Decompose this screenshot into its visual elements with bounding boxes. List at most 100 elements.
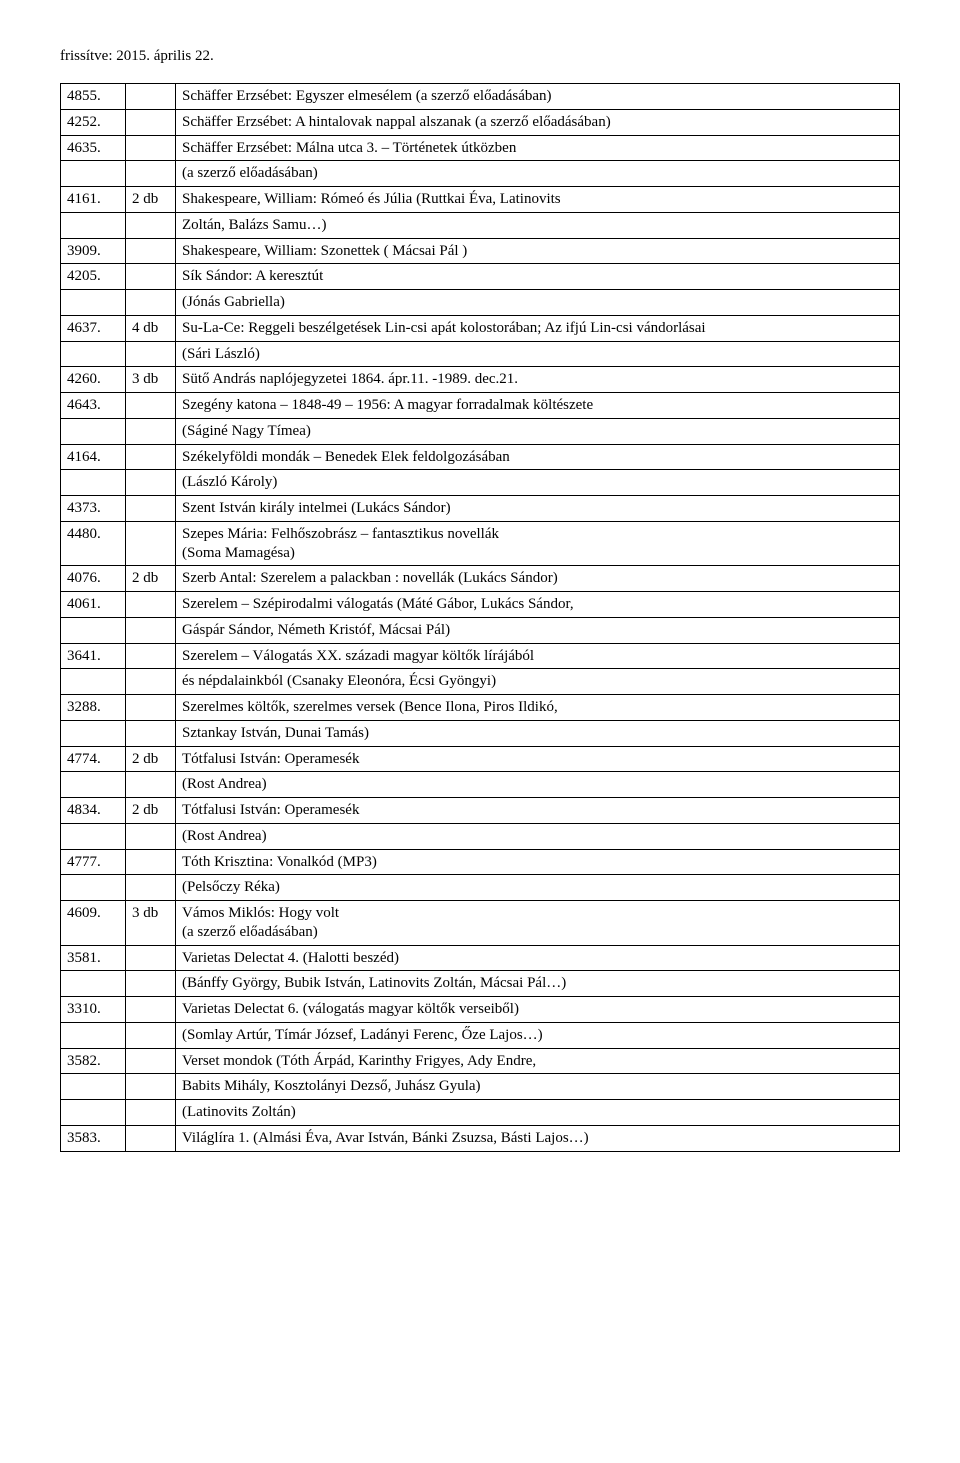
table-row: (a szerző előadásában) <box>61 161 900 187</box>
title-cell: Tótfalusi István: Operamesék <box>176 746 900 772</box>
qty-cell <box>126 1100 176 1126</box>
title-cell: Schäffer Erzsébet: Málna utca 3. – Törté… <box>176 135 900 161</box>
title-cell: Szerb Antal: Szerelem a palackban : nove… <box>176 566 900 592</box>
table-row: 3909.Shakespeare, William: Szonettek ( M… <box>61 238 900 264</box>
table-row: (Latinovits Zoltán) <box>61 1100 900 1126</box>
qty-cell <box>126 521 176 566</box>
qty-cell: 2 db <box>126 798 176 824</box>
title-cell: Tótfalusi István: Operamesék <box>176 798 900 824</box>
table-row: Gáspár Sándor, Németh Kristóf, Mácsai Pá… <box>61 617 900 643</box>
id-cell: 3581. <box>61 945 126 971</box>
id-cell <box>61 418 126 444</box>
title-cell: Schäffer Erzsébet: Egyszer elmesélem (a … <box>176 84 900 110</box>
title-cell: Sík Sándor: A keresztút <box>176 264 900 290</box>
qty-cell <box>126 823 176 849</box>
id-cell: 4834. <box>61 798 126 824</box>
table-row: 3288.Szerelmes költők, szerelmes versek … <box>61 695 900 721</box>
table-row: 4643. Szegény katona – 1848-49 – 1956: A … <box>61 393 900 419</box>
qty-cell: 2 db <box>126 566 176 592</box>
title-cell: (Latinovits Zoltán) <box>176 1100 900 1126</box>
title-cell: (Pelsőczy Réka) <box>176 875 900 901</box>
qty-cell <box>126 643 176 669</box>
qty-cell <box>126 393 176 419</box>
qty-cell <box>126 720 176 746</box>
table-row: (László Károly) <box>61 470 900 496</box>
qty-cell <box>126 772 176 798</box>
title-cell: Varietas Delectat 6. (válogatás magyar k… <box>176 997 900 1023</box>
title-cell: Világlíra 1. (Almási Éva, Avar István, B… <box>176 1125 900 1151</box>
id-cell: 4480. <box>61 521 126 566</box>
title-cell: (Jónás Gabriella) <box>176 290 900 316</box>
id-cell: 3641. <box>61 643 126 669</box>
title-cell: (Sári László) <box>176 341 900 367</box>
title-cell: Su-La-Ce: Reggeli beszélgetések Lin-csi … <box>176 315 900 341</box>
title-cell: Zoltán, Balázs Samu…) <box>176 212 900 238</box>
title-cell: (a szerző előadásában) <box>176 161 900 187</box>
table-row: (Rost Andrea) <box>61 823 900 849</box>
id-cell <box>61 720 126 746</box>
qty-cell <box>126 617 176 643</box>
page-header: frissítve: 2015. április 22. <box>60 48 900 65</box>
table-row: (Bánffy György, Bubik István, Latinovits… <box>61 971 900 997</box>
id-cell: 4637. <box>61 315 126 341</box>
id-cell: 4635. <box>61 135 126 161</box>
qty-cell <box>126 161 176 187</box>
table-row: (Ságiné Nagy Tímea) <box>61 418 900 444</box>
table-row: 4834.2 dbTótfalusi István: Operamesék <box>61 798 900 824</box>
qty-cell: 3 db <box>126 367 176 393</box>
id-cell: 4373. <box>61 496 126 522</box>
qty-cell <box>126 849 176 875</box>
title-cell: Szerelem – Szépirodalmi válogatás (Máté … <box>176 592 900 618</box>
title-cell: Gáspár Sándor, Németh Kristóf, Mácsai Pá… <box>176 617 900 643</box>
id-cell <box>61 341 126 367</box>
id-cell <box>61 1100 126 1126</box>
title-cell: (Somlay Artúr, Tímár József, Ladányi Fer… <box>176 1022 900 1048</box>
table-row: 4061.Szerelem – Szépirodalmi válogatás (… <box>61 592 900 618</box>
qty-cell <box>126 997 176 1023</box>
title-cell: Szerelem – Válogatás XX. századi magyar … <box>176 643 900 669</box>
id-cell <box>61 290 126 316</box>
qty-cell <box>126 109 176 135</box>
qty-cell <box>126 341 176 367</box>
qty-cell <box>126 135 176 161</box>
title-cell: (Rost Andrea) <box>176 772 900 798</box>
table-row: 4637.4 dbSu-La-Ce: Reggeli beszélgetések… <box>61 315 900 341</box>
id-cell: 4161. <box>61 187 126 213</box>
title-cell: Szegény katona – 1848-49 – 1956: A magya… <box>176 393 900 419</box>
id-cell <box>61 470 126 496</box>
table-row: 4777.Tóth Krisztina: Vonalkód (MP3) <box>61 849 900 875</box>
id-cell: 3288. <box>61 695 126 721</box>
title-cell: Tóth Krisztina: Vonalkód (MP3) <box>176 849 900 875</box>
title-cell: (László Károly) <box>176 470 900 496</box>
table-row: (Rost Andrea) <box>61 772 900 798</box>
qty-cell <box>126 238 176 264</box>
qty-cell <box>126 695 176 721</box>
table-row: 4076.2 dbSzerb Antal: Szerelem a palackb… <box>61 566 900 592</box>
qty-cell <box>126 971 176 997</box>
title-cell: és népdalainkból (Csanaky Eleonóra, Écsi… <box>176 669 900 695</box>
title-cell: Vámos Miklós: Hogy volt(a szerző előadás… <box>176 901 900 946</box>
id-cell <box>61 971 126 997</box>
qty-cell <box>126 418 176 444</box>
id-cell: 3583. <box>61 1125 126 1151</box>
table-row: 4260.3 dbSütő András naplójegyzetei 1864… <box>61 367 900 393</box>
table-row: 4161.2 dbShakespeare, William: Rómeó és … <box>61 187 900 213</box>
id-cell <box>61 161 126 187</box>
id-cell: 4643. <box>61 393 126 419</box>
table-row: 4855.Schäffer Erzsébet: Egyszer elmeséle… <box>61 84 900 110</box>
id-cell: 4252. <box>61 109 126 135</box>
qty-cell <box>126 669 176 695</box>
title-cell: Shakespeare, William: Szonettek ( Mácsai… <box>176 238 900 264</box>
catalog-table: 4855.Schäffer Erzsébet: Egyszer elmeséle… <box>60 83 900 1152</box>
table-row: (Somlay Artúr, Tímár József, Ladányi Fer… <box>61 1022 900 1048</box>
table-row: (Jónás Gabriella) <box>61 290 900 316</box>
id-cell: 4164. <box>61 444 126 470</box>
id-cell: 4774. <box>61 746 126 772</box>
qty-cell: 2 db <box>126 746 176 772</box>
id-cell <box>61 617 126 643</box>
qty-cell <box>126 212 176 238</box>
title-cell: Babits Mihály, Kosztolányi Dezső, Juhász… <box>176 1074 900 1100</box>
qty-cell <box>126 592 176 618</box>
qty-cell <box>126 290 176 316</box>
table-row: és népdalainkból (Csanaky Eleonóra, Écsi… <box>61 669 900 695</box>
